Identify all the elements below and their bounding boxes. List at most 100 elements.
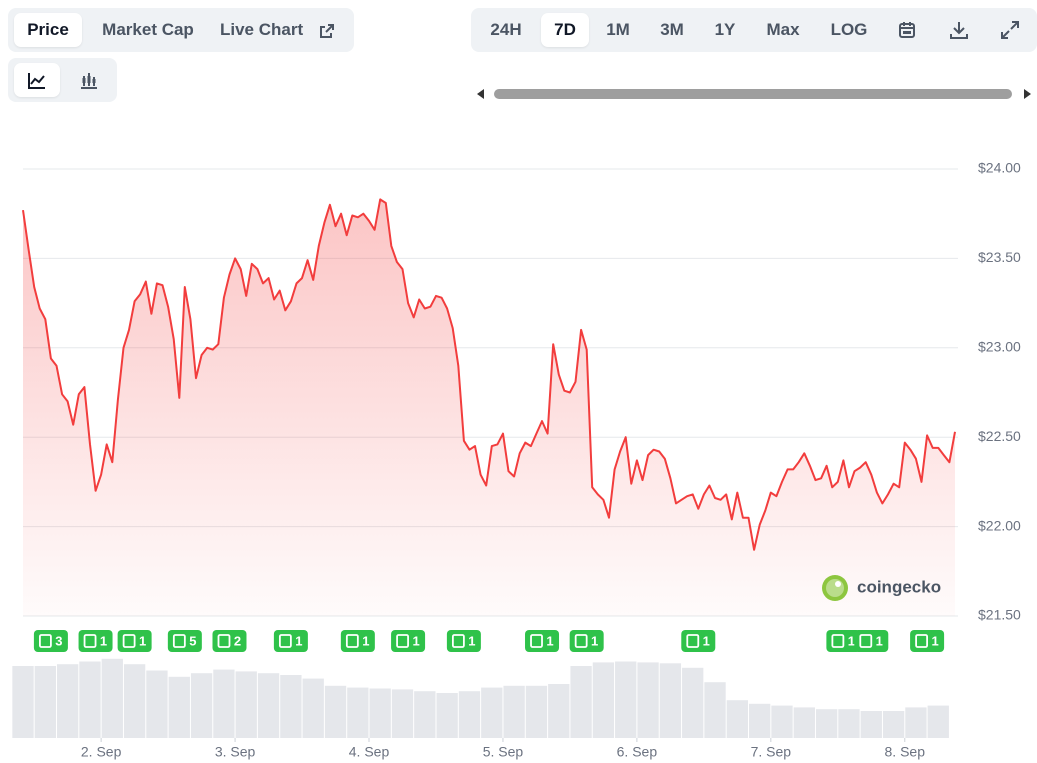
watermark-text: coingecko [857,577,941,596]
x-tick-label: 4. Sep [349,744,390,760]
y-tick-label: $21.50 [978,607,1021,623]
volume-bar [12,666,34,738]
x-tick-label: 2. Sep [81,744,122,760]
tab[interactable]: Live Chart [220,20,304,39]
download-icon[interactable] [949,20,969,40]
volume-bar [302,678,324,738]
y-tick-label: $24.00 [978,160,1021,176]
news-badge[interactable]: 1 [273,630,308,652]
line-style-button[interactable] [14,63,60,97]
news-icon [451,634,465,648]
range-button[interactable]: 1Y [714,20,736,39]
news-count: 1 [100,633,107,648]
y-tick-label: $22.00 [978,517,1021,533]
news-icon [574,634,588,648]
range-button[interactable]: 3M [660,20,684,39]
volume-bar [927,705,949,738]
y-tick-label: $23.00 [978,339,1021,355]
volume-bar [190,673,213,738]
volume-bar [615,661,637,738]
volume-bar [414,691,436,738]
range-button[interactable]: 24H [490,20,522,39]
volume-bar [815,709,838,738]
volume-bar [882,711,905,738]
news-badge[interactable]: 1 [826,630,861,652]
news-count: 1 [876,633,883,648]
range-button[interactable]: Max [766,20,800,39]
volume-bar [168,676,190,738]
news-badge[interactable]: 1 [681,630,716,652]
chart-style-group [8,58,117,102]
fullscreen-icon[interactable] [1000,20,1020,40]
news-badge[interactable]: 1 [78,630,113,652]
x-tick-label: 8. Sep [885,744,926,760]
news-count: 1 [848,633,855,648]
watermark: coingecko [822,575,941,601]
calendar-icon[interactable] [898,21,916,39]
x-tick-label: 7. Sep [751,744,792,760]
tab[interactable]: Price [14,13,82,47]
news-badge[interactable]: 1 [525,630,560,652]
news-icon [396,634,409,648]
news-count: 1 [412,633,419,648]
news-icon [530,634,543,648]
external-icon [320,24,334,38]
news-icon [172,634,186,648]
volume-bar [592,662,615,738]
range-button[interactable]: 7D [541,13,589,47]
scrollbar[interactable] [471,86,1037,102]
news-badge[interactable]: 1 [391,630,426,652]
news-icon [217,634,231,648]
volume-bar [905,707,927,738]
news-badge[interactable]: 2 [212,630,247,652]
range-button[interactable]: LOG [830,20,868,39]
volume-bar [324,685,347,738]
x-tick-label: 6. Sep [617,744,658,760]
news-icon [831,634,845,648]
news-count: 1 [703,633,710,648]
news-icon [83,634,97,648]
volume-bar [838,709,860,738]
volume-bar [280,675,302,738]
news-icon [122,634,136,648]
volume-bar [391,689,414,738]
news-badge[interactable]: 1 [446,630,481,652]
tab[interactable]: Market Cap [102,20,194,39]
volume-bar [79,661,101,738]
volume-bar [548,684,570,738]
volume-bar [235,671,257,738]
news-badge[interactable]: 5 [167,630,202,652]
y-tick-label: $22.50 [978,428,1021,444]
news-count: 1 [931,633,938,648]
candle-style-button[interactable] [66,63,112,97]
volume-bar [34,666,56,738]
volume-bar [347,687,369,738]
price-line [22,198,956,551]
news-icon [686,634,700,648]
news-badge[interactable]: 1 [340,630,375,652]
news-count: 2 [234,633,241,648]
volume-bar [570,666,592,738]
volume-bar [503,685,525,738]
news-badge[interactable]: 3 [33,630,68,652]
news-badge[interactable]: 1 [117,630,152,652]
range-group: 24H 7D 1M 3M 1Y Max LOG [471,8,1037,52]
news-count: 1 [591,633,598,648]
volume-bar [704,682,726,738]
volume-bar [101,658,123,738]
news-count: 1 [468,633,475,648]
range-button[interactable]: 1M [606,20,630,39]
volume-bar [436,693,458,738]
volume-bar [637,662,659,738]
news-badge[interactable]: 1 [854,630,889,652]
news-badge[interactable]: 1 [910,630,945,652]
volume-bar [793,707,815,738]
volume-bar [481,687,503,738]
news-badge[interactable]: 1 [569,630,604,652]
news-icon [345,634,359,648]
x-tick-label: 3. Sep [215,744,256,760]
volume-bar [659,663,682,738]
news-count: 1 [139,633,146,648]
